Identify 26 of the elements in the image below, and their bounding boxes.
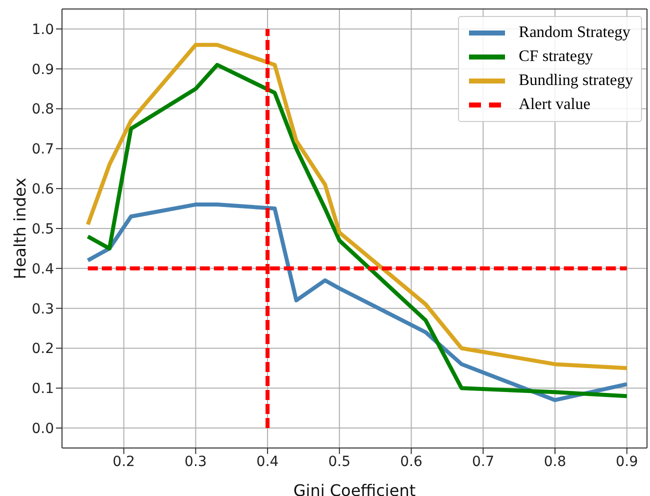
y-tick-label: 0.5: [32, 221, 54, 238]
y-tick-label: 0.3: [32, 301, 54, 318]
x-axis-title: Gini Coefficient: [293, 481, 416, 496]
legend-label: Alert value: [518, 96, 590, 114]
x-tick-label: 0.6: [400, 454, 422, 470]
x-tick-label: 0.9: [616, 454, 638, 470]
x-tick-label: 0.8: [544, 454, 566, 470]
x-tick-label: 0.5: [328, 454, 351, 470]
x-tick-label: 0.2: [112, 454, 135, 470]
x-tick-label: 0.7: [472, 454, 494, 470]
line-series: [86, 202, 629, 402]
y-tick-label: 0.2: [32, 341, 54, 358]
y-tick-label: 0.7: [32, 142, 54, 158]
y-axis-title: Health index: [10, 178, 30, 280]
y-tick-label: 0.1: [32, 381, 54, 398]
y-tick-label: 1.0: [32, 22, 54, 38]
y-tick-label: 0.8: [32, 102, 54, 118]
y-tick-label: 0.9: [32, 62, 54, 78]
legend-label: Random Strategy: [518, 24, 630, 42]
y-tick-label: 0.6: [32, 182, 54, 198]
legend-label: Bundling strategy: [518, 72, 633, 90]
legend-label: CF strategy: [518, 48, 593, 66]
y-tick-label: 0.0: [32, 421, 54, 438]
y-tick-label: 0.4: [32, 261, 54, 278]
x-tick-label: 0.4: [256, 454, 279, 470]
x-tick-label: 0.3: [184, 454, 207, 470]
